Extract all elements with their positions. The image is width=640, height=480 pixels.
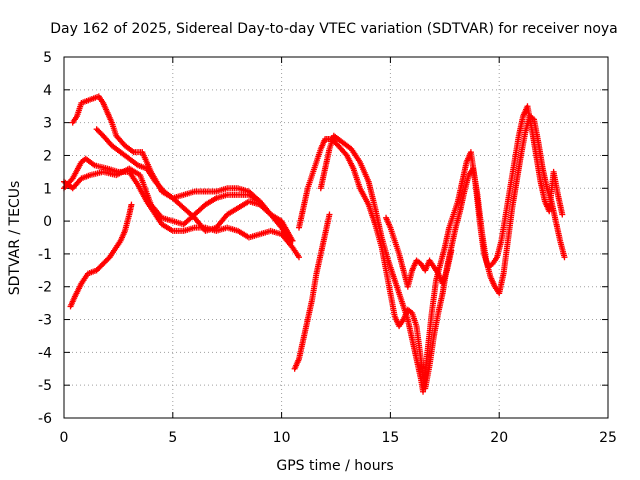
x-tick-label: 5 — [168, 430, 177, 446]
y-tick-label: 3 — [43, 116, 52, 132]
x-tick-label: 10 — [273, 430, 291, 446]
y-tick-label: -4 — [38, 345, 52, 361]
data-point — [326, 211, 333, 218]
series-track-b — [61, 155, 303, 261]
data-point — [128, 201, 135, 208]
data-points — [61, 93, 568, 395]
y-tick-label: -6 — [38, 411, 52, 427]
data-point — [559, 211, 566, 218]
data-point — [296, 254, 303, 261]
y-tick-label: 4 — [43, 83, 52, 99]
x-tick-label: 15 — [381, 430, 399, 446]
y-axis-label: SDTVAR / TECUs — [7, 181, 23, 296]
grid — [64, 57, 608, 418]
x-tick-label: 20 — [490, 430, 508, 446]
data-point — [448, 247, 455, 254]
x-axis-label: GPS time / hours — [276, 458, 393, 474]
y-tick-label: 2 — [43, 148, 52, 164]
y-tick-label: 5 — [43, 50, 52, 66]
series-track-e — [67, 201, 135, 310]
series-track-h — [317, 103, 566, 395]
y-tick-label: 1 — [43, 181, 52, 197]
x-tick-label: 25 — [599, 430, 617, 446]
y-tick-label: -3 — [38, 313, 52, 329]
y-tick-label: -2 — [38, 280, 52, 296]
axis-ticks: 0 5 10 15 20 25 -6 -5 -4 -3 -2 -1 0 1 2 3 4 5 — [38, 50, 617, 446]
series-track-f — [291, 211, 333, 372]
data-point — [561, 254, 568, 261]
series-track-g — [296, 113, 568, 392]
series-track-c — [69, 93, 296, 244]
chart-title: Day 162 of 2025, Sidereal Day-to-day VTE… — [50, 21, 618, 37]
series-track-i — [383, 214, 455, 290]
y-tick-label: -5 — [38, 378, 52, 394]
plot-frame — [63, 56, 609, 419]
y-tick-label: -1 — [38, 247, 52, 263]
data-point — [289, 237, 296, 244]
x-tick-label: 0 — [60, 430, 69, 446]
series-track-d — [93, 126, 296, 244]
y-tick-label: 0 — [43, 214, 52, 230]
